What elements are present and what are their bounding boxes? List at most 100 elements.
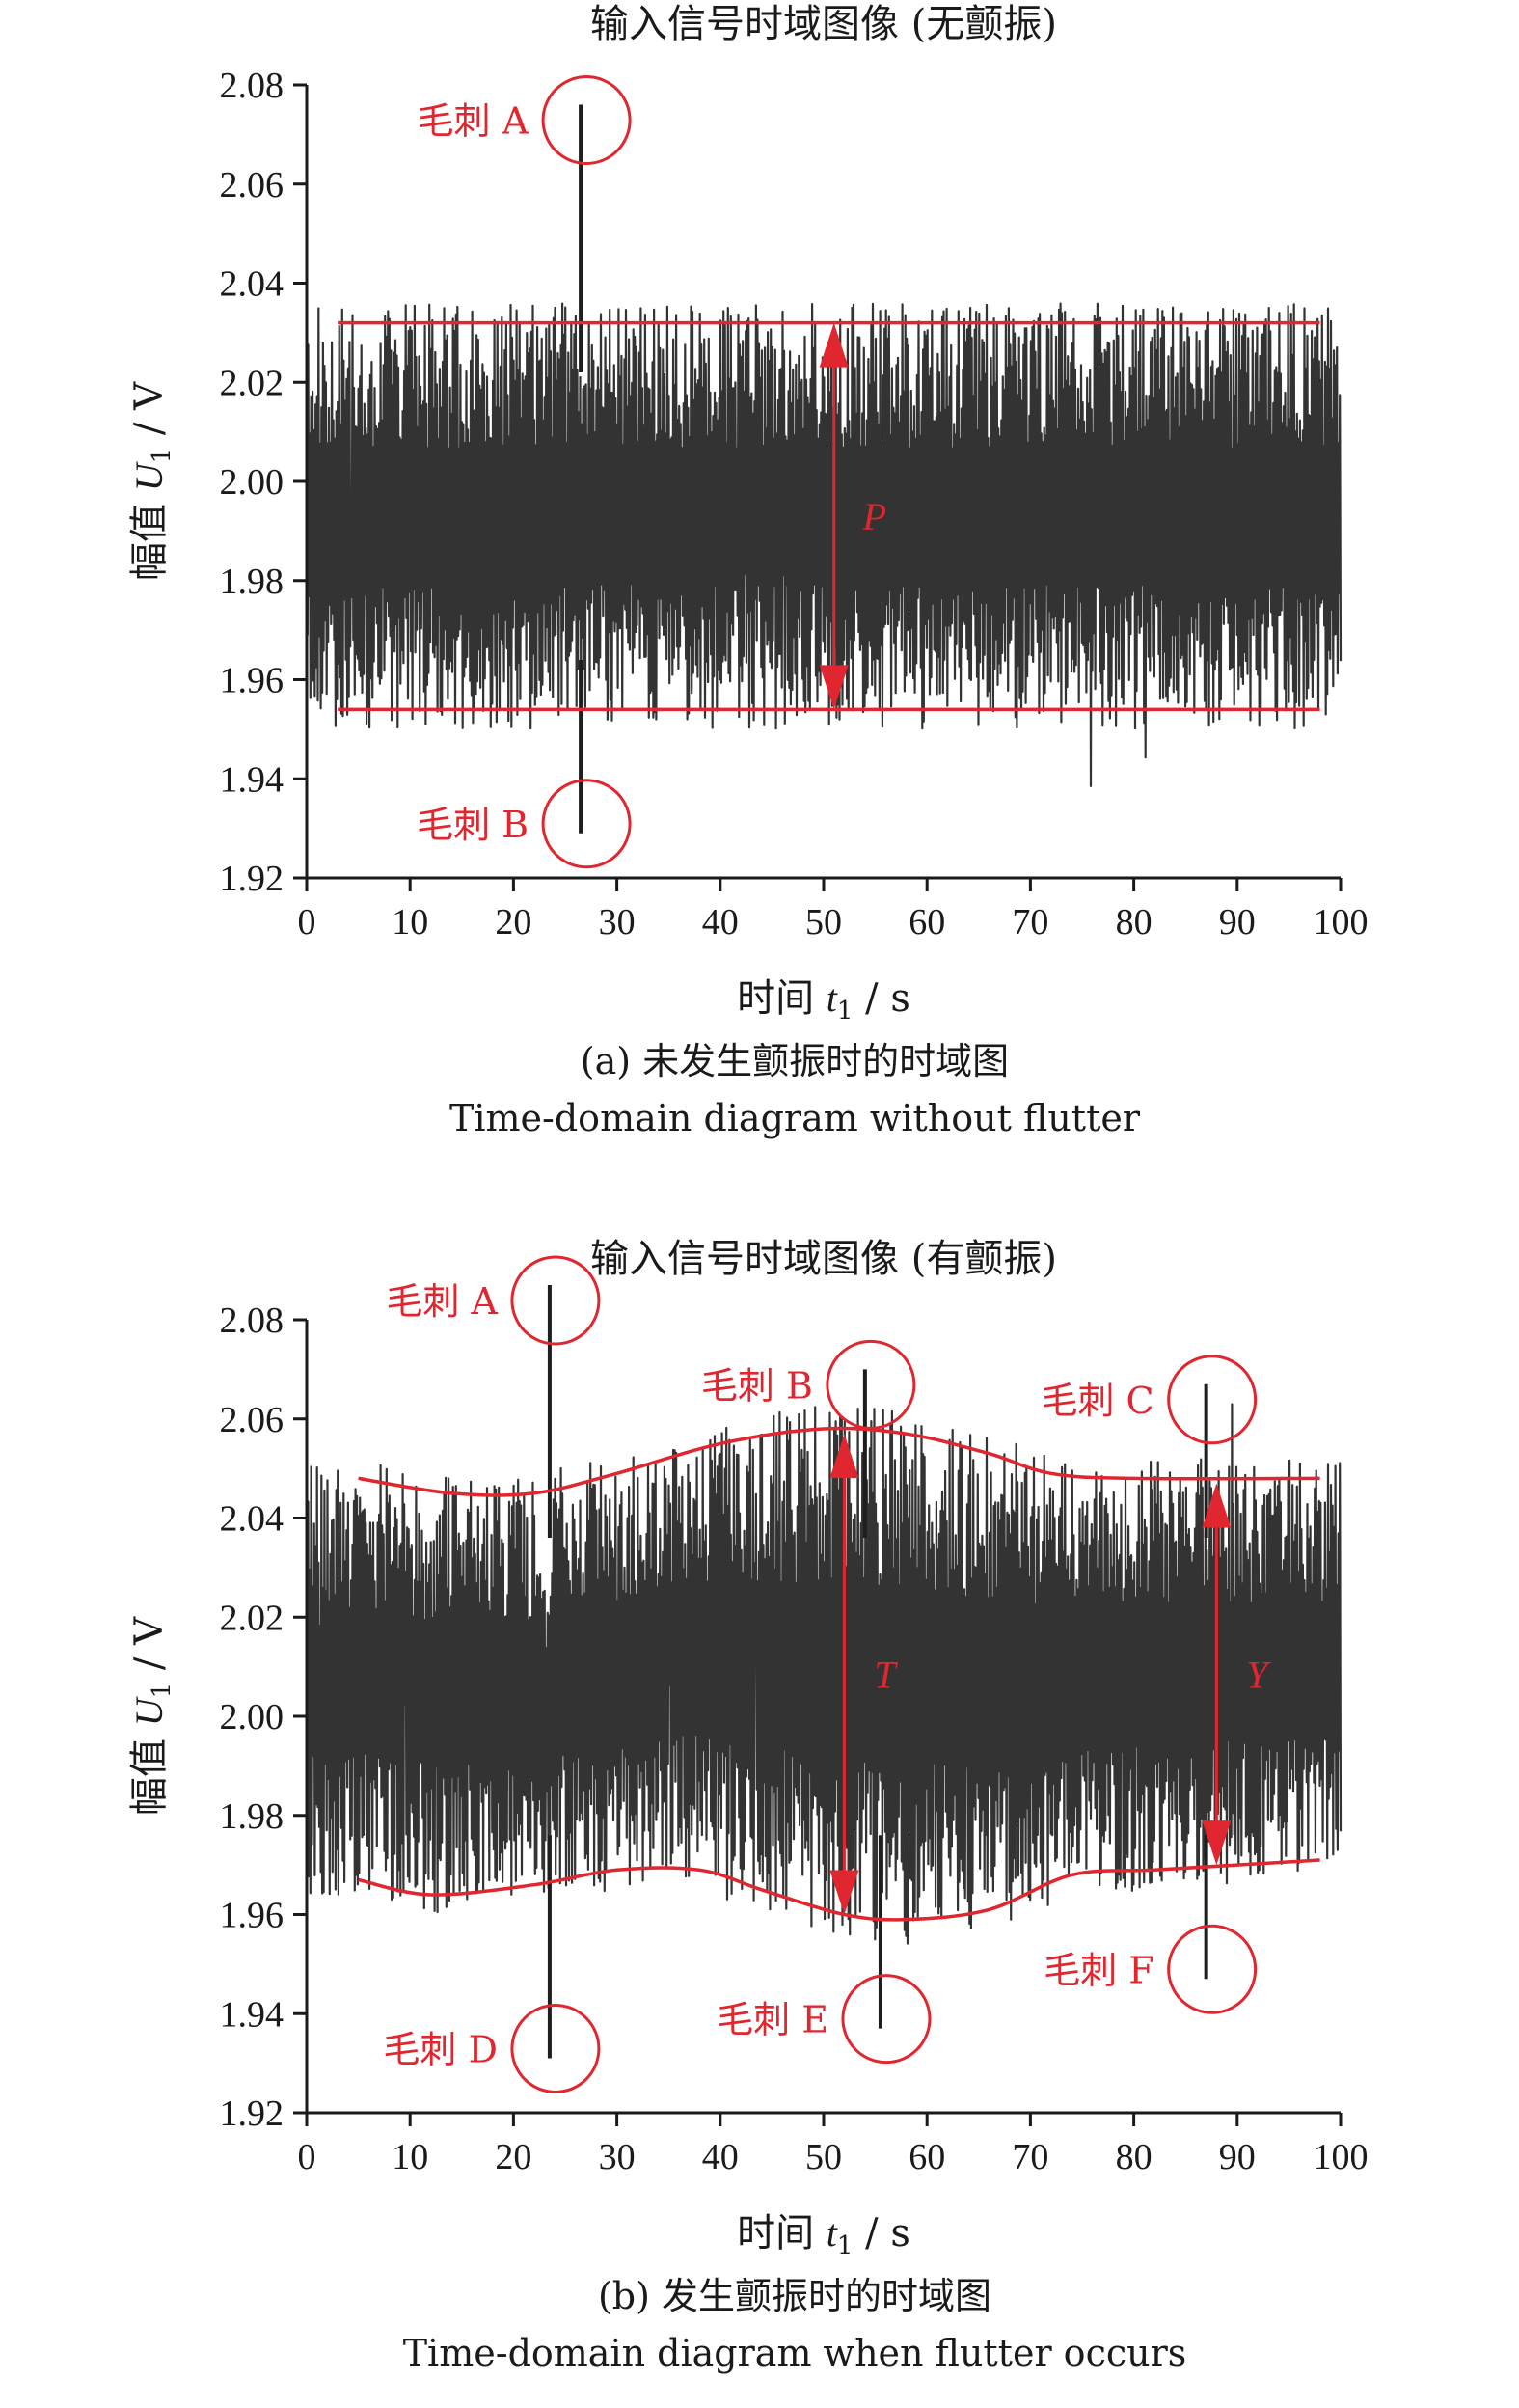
- spike-label: 毛刺 A: [386, 1280, 498, 1323]
- y-axis-label-unit: / V: [127, 381, 172, 448]
- x-tick-label: 70: [1012, 902, 1048, 943]
- measure-label: Y: [1246, 1653, 1271, 1696]
- x-tick-label: 50: [805, 902, 842, 943]
- x-tick-label: 10: [392, 2137, 428, 2177]
- x-tick-label: 60: [909, 2137, 945, 2177]
- y-tick-label: 1.98: [220, 561, 285, 602]
- envelope-upper-line: [358, 1426, 1320, 1497]
- spike-circle: [510, 2003, 601, 2093]
- spike-circle: [541, 779, 632, 869]
- measure-label: P: [862, 495, 886, 538]
- chart-panel-b: 输入信号时域图像 (有颤振) T Y 毛刺 A 毛刺 B 毛刺 C 毛刺 D 毛刺 E 毛刺 F…: [127, 1237, 1369, 2374]
- arrow-head-up: [819, 322, 849, 368]
- y-tick-label: 2.04: [220, 1499, 285, 1540]
- x-axis-label-main: 时间: [737, 976, 827, 1021]
- x-tick-label: 100: [1314, 902, 1369, 943]
- measure-arrow-P: P: [819, 322, 886, 710]
- y-axis-label-var: U: [127, 1695, 171, 1726]
- y-tick-label: 1.96: [220, 661, 285, 701]
- spike-circle: [510, 1255, 601, 1346]
- measure-arrow-Y: Y: [1202, 1483, 1271, 1866]
- arrow-head-up: [829, 1434, 859, 1479]
- y-tick-label: 1.92: [220, 859, 285, 899]
- y-tick-label: 2.00: [220, 462, 285, 503]
- x-axis-label-unit: / s: [853, 2211, 909, 2256]
- y-axis-label-sub: 1: [148, 448, 176, 464]
- x-tick-label: 90: [1219, 2137, 1256, 2177]
- arrow-head-down: [819, 665, 849, 710]
- signal-line: [305, 302, 1343, 787]
- measure-arrow-T: T: [829, 1434, 898, 1915]
- caption-en: Time-domain diagram without flutter: [449, 1097, 1141, 1139]
- y-axis-label: 幅值 U1 / V: [127, 381, 176, 581]
- y-tick-label: 1.96: [220, 1896, 285, 1936]
- x-axis-label-sub: 1: [837, 2231, 854, 2260]
- caption-cn: (a) 未发生颤振时的时域图: [581, 1040, 1009, 1082]
- spike-label: 毛刺 A: [418, 100, 529, 143]
- x-axis-label-unit: / s: [853, 976, 909, 1021]
- x-tick-label: 70: [1012, 2137, 1048, 2177]
- spike-circle: [841, 1974, 932, 2065]
- x-axis-label-sub: 1: [837, 997, 854, 1026]
- x-tick-label: 10: [392, 902, 428, 943]
- arrow-head-up: [1202, 1483, 1232, 1528]
- y-tick-label: 2.08: [220, 1300, 285, 1341]
- chart-title: 输入信号时域图像 (有颤振): [590, 1237, 1057, 1281]
- envelope-lower-line: [358, 1858, 1320, 1922]
- spike-circle: [826, 1339, 916, 1430]
- signal-line: [305, 1403, 1343, 1945]
- x-tick-label: 90: [1219, 902, 1256, 943]
- y-tick-label: 2.06: [220, 1400, 285, 1440]
- y-tick-label: 2.06: [220, 165, 285, 205]
- arrow-head-down: [1202, 1820, 1232, 1866]
- x-axis-label-var: t: [827, 2211, 838, 2255]
- y-axis-label-main: 幅值: [127, 491, 172, 581]
- spike-label: 毛刺 E: [717, 1999, 828, 2041]
- y-tick-label: 1.94: [220, 1994, 285, 2035]
- y-tick-label: 1.98: [220, 1796, 285, 1837]
- x-tick-label: 30: [599, 902, 636, 943]
- y-axis-label-main: 幅值: [127, 1726, 172, 1816]
- spike-circle: [1167, 1924, 1258, 2014]
- caption-cn: (b) 发生颤振时的时域图: [598, 2275, 991, 2317]
- x-tick-label: 60: [909, 902, 945, 943]
- spike-label: 毛刺 C: [1041, 1380, 1153, 1422]
- x-tick-label: 80: [1116, 2137, 1153, 2177]
- y-axis-label-sub: 1: [148, 1683, 176, 1699]
- chart-title: 输入信号时域图像 (无颤振): [590, 2, 1057, 46]
- x-axis-label: 时间 t1 / s: [737, 976, 910, 1026]
- spike-label: 毛刺 B: [701, 1364, 813, 1407]
- chart-panel-a: 输入信号时域图像 (无颤振) P 毛刺 A 毛刺 B 1.92 1.94 1.96 1.98 2…: [127, 2, 1369, 1139]
- y-axis-label-var: U: [127, 460, 171, 491]
- y-tick-label: 1.92: [220, 2093, 285, 2134]
- x-axis-label-main: 时间: [737, 2211, 827, 2256]
- spike-circle: [541, 75, 632, 166]
- x-tick-label: 20: [495, 902, 531, 943]
- y-tick-label: 1.94: [220, 759, 285, 800]
- spike-circle: [1167, 1354, 1258, 1445]
- spike-label: 毛刺 B: [417, 804, 529, 846]
- x-tick-label: 0: [298, 2137, 316, 2177]
- y-tick-label: 2.02: [220, 1598, 285, 1638]
- caption-en: Time-domain diagram when flutter occurs: [403, 2332, 1187, 2374]
- y-tick-label: 2.04: [220, 264, 285, 305]
- y-tick-label: 2.02: [220, 363, 285, 403]
- x-tick-label: 20: [495, 2137, 531, 2177]
- x-tick-label: 40: [702, 902, 739, 943]
- spike-label: 毛刺 F: [1044, 1949, 1153, 1991]
- y-axis-label: 幅值 U1 / V: [127, 1616, 176, 1816]
- x-axis-label: 时间 t1 / s: [737, 2211, 910, 2260]
- x-tick-label: 50: [805, 2137, 842, 2177]
- measure-label: T: [874, 1653, 898, 1696]
- x-tick-label: 40: [702, 2137, 739, 2177]
- spike-label: 毛刺 D: [383, 2028, 498, 2070]
- x-tick-label: 0: [298, 902, 316, 943]
- y-tick-label: 2.00: [220, 1697, 285, 1738]
- x-tick-label: 80: [1116, 902, 1153, 943]
- y-axis-label-unit: / V: [127, 1616, 172, 1683]
- x-axis-label-var: t: [827, 976, 838, 1020]
- arrow-head-down: [829, 1870, 859, 1915]
- y-tick-label: 2.08: [220, 66, 285, 106]
- x-tick-label: 100: [1314, 2137, 1369, 2177]
